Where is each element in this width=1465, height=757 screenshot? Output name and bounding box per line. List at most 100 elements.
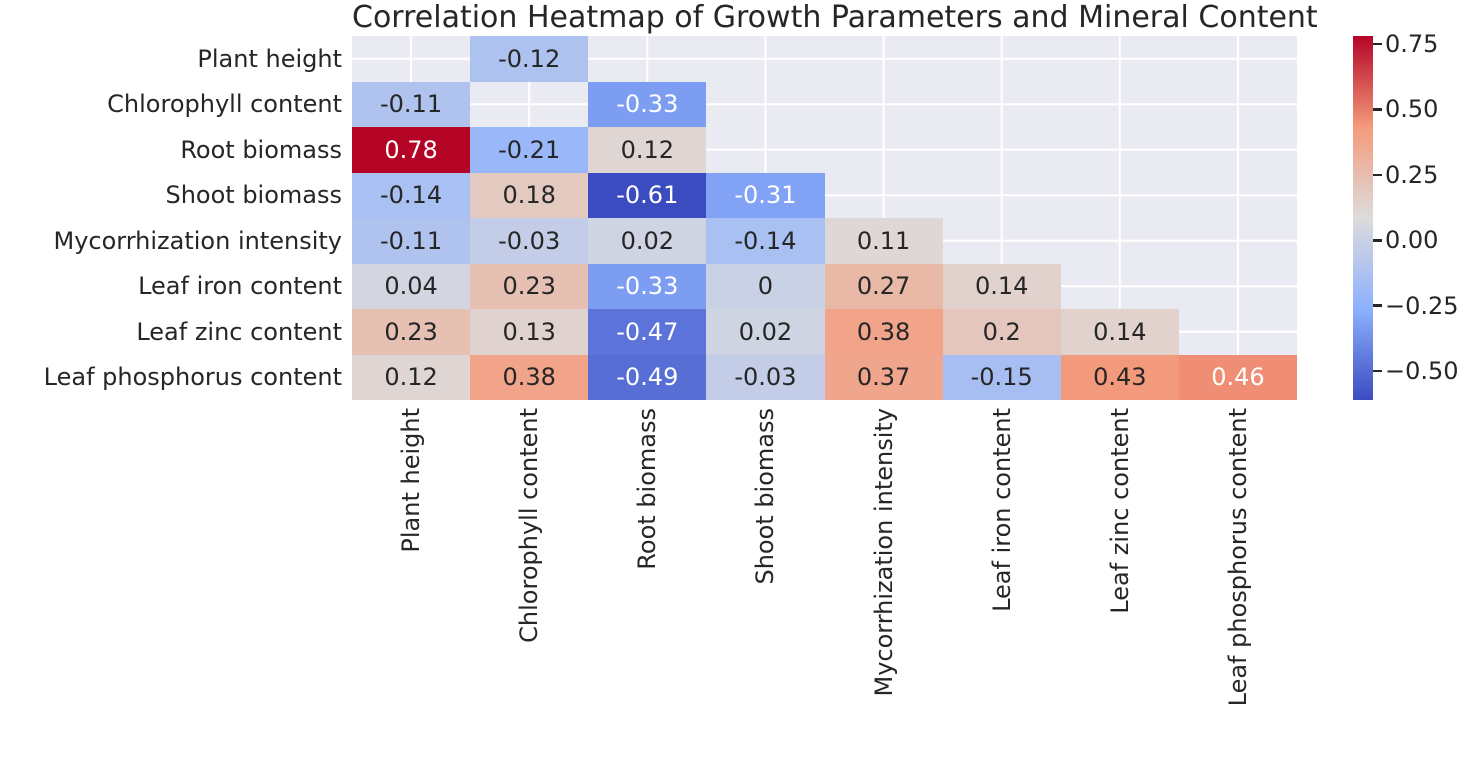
cell-annotation: 0.14	[1093, 317, 1147, 346]
heatmap-cell: 0.04	[352, 263, 471, 309]
heatmap-cell: -0.11	[352, 218, 471, 264]
heatmap-cell: 0.23	[470, 263, 589, 309]
x-tick-label: Plant height	[397, 408, 426, 553]
colorbar-tick-mark	[1373, 304, 1382, 307]
y-tick-label: Chlorophyll content	[107, 90, 342, 119]
cell-annotation: 0.38	[502, 363, 556, 392]
heatmap-cell: -0.61	[588, 172, 707, 218]
heatmap-cell: -0.14	[352, 172, 471, 218]
heatmap-cell: -0.33	[588, 81, 707, 127]
cell-annotation: -0.33	[616, 90, 679, 119]
heatmap-cell: -0.03	[706, 354, 825, 400]
cell-annotation: -0.61	[616, 181, 679, 210]
y-tick-label: Leaf iron content	[138, 272, 342, 301]
heatmap-cell: 0	[706, 263, 825, 309]
colorbar-tick-mark	[1373, 42, 1382, 46]
heatmap-cell: -0.33	[588, 263, 707, 309]
cell-annotation: -0.33	[616, 272, 679, 301]
cell-annotation: 0.23	[384, 317, 438, 346]
cell-annotation: 0.11	[856, 226, 911, 255]
cell-annotation: 0.02	[620, 226, 675, 255]
heatmap-cell: 0.11	[824, 218, 943, 264]
heatmap-cell: -0.31	[706, 172, 825, 218]
cell-annotation: 0.12	[384, 363, 438, 392]
heatmap-cell: 0.18	[470, 172, 589, 218]
heatmap-cell: 0.38	[824, 309, 943, 355]
cell-annotation: 0.43	[1093, 363, 1147, 392]
cell-annotation: 0.27	[856, 272, 911, 301]
heatmap-cell: 0.12	[352, 354, 471, 400]
heatmap-cell: 0.23	[352, 309, 471, 355]
heatmap-cell: -0.21	[470, 127, 589, 173]
heatmap-cell: 0.2	[942, 309, 1061, 355]
heatmap-cell: 0.13	[470, 309, 589, 355]
heatmap-cell: -0.49	[588, 354, 707, 400]
cell-annotation: 0.46	[1211, 363, 1265, 392]
cell-annotation: -0.03	[498, 226, 561, 255]
cell-annotation: -0.12	[498, 44, 561, 73]
y-tick-label: Root biomass	[180, 135, 342, 164]
x-tick-label: Leaf phosphorus content	[1223, 408, 1252, 707]
cell-annotation: 0.18	[502, 181, 556, 210]
heatmap-cell: -0.03	[470, 218, 589, 264]
x-tick-label: Shoot biomass	[751, 408, 780, 585]
cell-annotation: -0.14	[380, 181, 443, 210]
cell-annotation: 0.14	[974, 272, 1029, 301]
heatmap-cell: 0.78	[352, 127, 471, 173]
x-tick-label: Chlorophyll content	[515, 408, 544, 643]
colorbar-tick-mark	[1373, 239, 1382, 242]
colorbar-tick-label: 0.25	[1385, 160, 1439, 189]
colorbar-tick-label: −0.50	[1385, 357, 1459, 386]
cell-annotation: 0.78	[384, 135, 438, 164]
heatmap-cell: 0.14	[1060, 309, 1179, 355]
colorbar	[1353, 36, 1373, 400]
heatmap-cell: -0.14	[706, 218, 825, 264]
colorbar-tick-label: 0.75	[1385, 29, 1439, 58]
y-tick-label: Plant height	[197, 44, 342, 73]
y-tick-label: Shoot biomass	[165, 181, 342, 210]
heatmap-cell: 0.14	[942, 263, 1061, 309]
cell-annotation: -0.15	[970, 363, 1033, 392]
heatmap-cell: 0.02	[706, 309, 825, 355]
cell-annotation: 0.04	[384, 272, 438, 301]
cell-annotation: -0.11	[380, 90, 443, 119]
x-tick-label: Root biomass	[633, 408, 662, 570]
cell-annotation: 0.2	[982, 317, 1021, 346]
cell-annotation: 0.13	[502, 317, 556, 346]
heatmap-cell: 0.37	[824, 354, 943, 400]
heatmap-cell: 0.12	[588, 127, 707, 173]
colorbar-tick-mark	[1373, 369, 1382, 373]
x-tick-label: Leaf iron content	[987, 408, 1016, 612]
heatmap-cell: -0.47	[588, 309, 707, 355]
cell-annotation: -0.49	[616, 363, 679, 392]
heatmap-cell: -0.11	[352, 81, 471, 127]
heatmap-cell: 0.02	[588, 218, 707, 264]
cell-annotation: -0.14	[734, 226, 797, 255]
x-tick-label: Mycorrhization intensity	[869, 408, 898, 697]
heatmap-cell: 0.46	[1178, 354, 1297, 400]
cell-annotation: -0.21	[498, 135, 561, 164]
cell-annotation: 0.38	[856, 317, 911, 346]
colorbar-tick-mark	[1373, 173, 1382, 177]
cell-annotation: 0.02	[738, 317, 793, 346]
cell-annotation: 0.12	[620, 135, 675, 164]
heatmap-cell: 0.27	[824, 263, 943, 309]
cell-annotation: 0	[757, 272, 774, 301]
cell-annotation: -0.03	[734, 363, 797, 392]
chart-title: Correlation Heatmap of Growth Parameters…	[352, 0, 1318, 35]
heatmap-axes: -0.12 -0.11 -0.33 0.78 -0.21 0.12 -0.14 0.18 -0.…	[352, 36, 1297, 400]
colorbar-tick-label: −0.25	[1385, 291, 1459, 320]
cell-annotation: -0.31	[734, 181, 797, 210]
colorbar-tick-mark	[1373, 108, 1382, 111]
x-tick-label: Leaf zinc content	[1105, 408, 1134, 614]
colorbar-tick-label: 0.00	[1385, 226, 1439, 255]
y-tick-label: Leaf zinc content	[136, 317, 342, 346]
y-tick-label: Leaf phosphorus content	[43, 363, 342, 392]
heatmap-cell: -0.15	[942, 354, 1061, 400]
cell-annotation: -0.11	[380, 226, 443, 255]
colorbar-tick-label: 0.50	[1385, 95, 1439, 124]
heatmap-cell: -0.12	[470, 36, 589, 82]
heatmap-cell: 0.43	[1060, 354, 1179, 400]
heatmap-cell: 0.38	[470, 354, 589, 400]
